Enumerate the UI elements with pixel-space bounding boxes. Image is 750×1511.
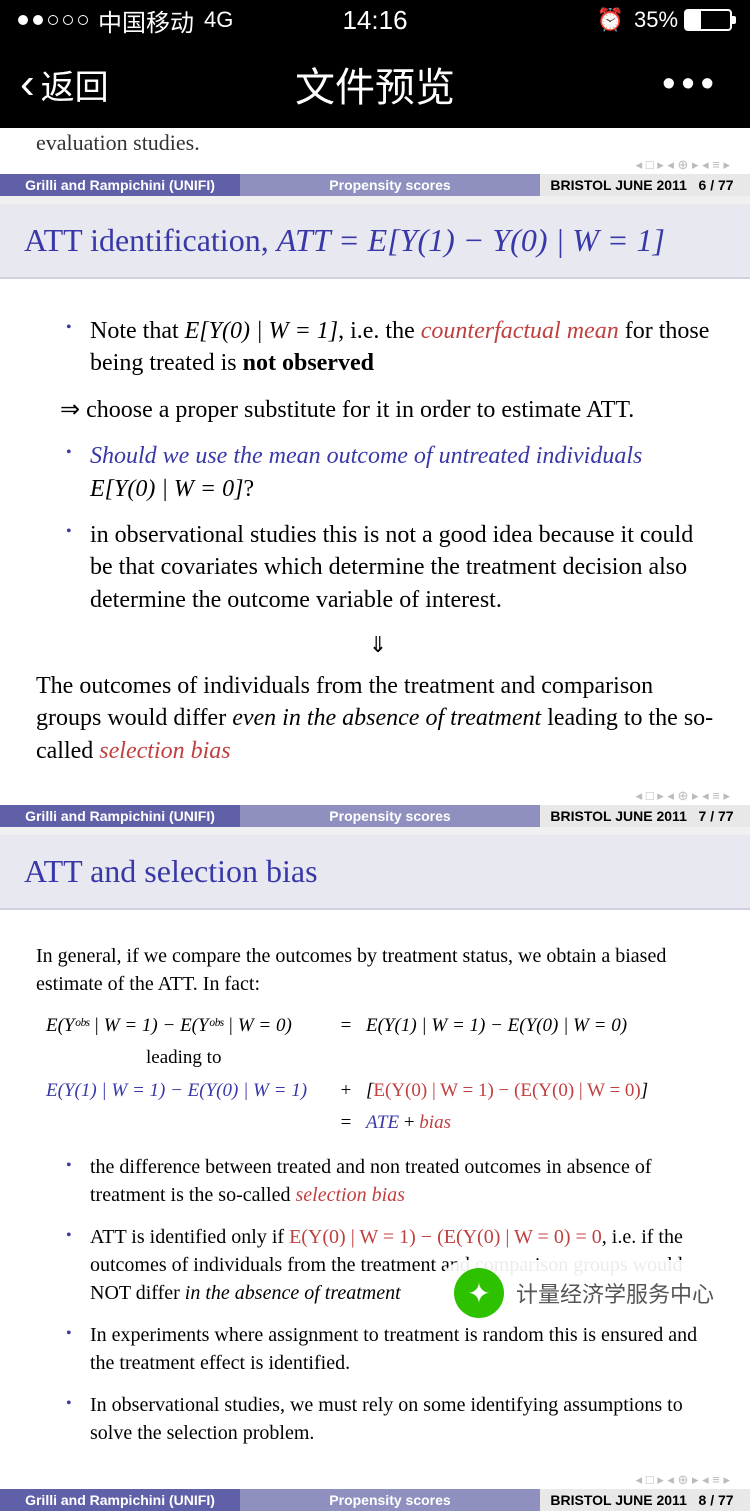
footer-authors: Grilli and Rampichini (UNIFI) bbox=[0, 174, 240, 196]
beamer-nav-icons: ◂ □ ▸ ◂ ⊕ ▸ ◂ ≡ ▸ bbox=[0, 1471, 750, 1489]
footer-title: Propensity scores bbox=[240, 1489, 540, 1511]
bullet-item: In observational studies, we must rely o… bbox=[66, 1391, 720, 1447]
truncated-text: evaluation studies. bbox=[0, 128, 750, 156]
status-time: 14:16 bbox=[342, 5, 407, 36]
slide-header: ATT identification, ATT = E[Y(1) − Y(0) … bbox=[0, 204, 750, 279]
network-label: 4G bbox=[204, 7, 233, 33]
paragraph: The outcomes of individuals from the tre… bbox=[36, 670, 720, 767]
bullet-item: In experiments where assignment to treat… bbox=[66, 1321, 720, 1377]
status-left: 中国移动 4G bbox=[18, 3, 342, 38]
slide-footer: Grilli and Rampichini (UNIFI) Propensity… bbox=[0, 1489, 750, 1511]
wechat-label: 计量经济学服务中心 bbox=[516, 1277, 714, 1309]
more-button[interactable]: ••• bbox=[662, 63, 720, 106]
intro-paragraph: In general, if we compare the outcomes b… bbox=[36, 942, 720, 998]
footer-page: BRISTOL JUNE 2011 6 / 77 bbox=[540, 174, 750, 196]
slide-att-identification: ATT identification, ATT = E[Y(1) − Y(0) … bbox=[0, 204, 750, 827]
wechat-icon: ✦ bbox=[454, 1268, 504, 1318]
footer-title: Propensity scores bbox=[240, 805, 540, 827]
bullet-item: Note that E[Y(0) | W = 1], i.e. the coun… bbox=[66, 315, 720, 380]
down-arrow: ⇓ bbox=[36, 630, 720, 660]
equation-block: E(Yᵒᵇˢ | W = 1) − E(Yᵒᵇˢ | W = 0) = E(Y(… bbox=[36, 1010, 720, 1139]
status-right: ⏰ 35% bbox=[408, 7, 732, 33]
alarm-icon: ⏰ bbox=[597, 7, 624, 33]
slide-body: In general, if we compare the outcomes b… bbox=[0, 910, 750, 1471]
beamer-nav-icons: ◂ □ ▸ ◂ ⊕ ▸ ◂ ≡ ▸ bbox=[0, 787, 750, 805]
footer-authors: Grilli and Rampichini (UNIFI) bbox=[0, 1489, 240, 1511]
slide-title: ATT and selection bias bbox=[24, 853, 726, 890]
status-bar: 中国移动 4G 14:16 ⏰ 35% bbox=[0, 0, 750, 40]
arrow-item: ⇒ choose a proper substitute for it in o… bbox=[36, 394, 720, 426]
battery-pct: 35% bbox=[634, 7, 678, 33]
slide-footer: Grilli and Rampichini (UNIFI) Propensity… bbox=[0, 805, 750, 827]
slide-footer: Grilli and Rampichini (UNIFI) Propensity… bbox=[0, 174, 750, 196]
footer-page: BRISTOL JUNE 2011 7 / 77 bbox=[540, 805, 750, 827]
slide-body: Note that E[Y(0) | W = 1], i.e. the coun… bbox=[0, 279, 750, 787]
chevron-left-icon: ‹ bbox=[20, 59, 35, 109]
footer-title: Propensity scores bbox=[240, 174, 540, 196]
slide-header: ATT and selection bias bbox=[0, 835, 750, 910]
wechat-badge[interactable]: ✦ 计量经济学服务中心 bbox=[438, 1260, 730, 1326]
footer-page: BRISTOL JUNE 2011 8 / 77 bbox=[540, 1489, 750, 1511]
page-title: 文件预览 bbox=[295, 55, 455, 113]
beamer-nav-icons: ◂ □ ▸ ◂ ⊕ ▸ ◂ ≡ ▸ bbox=[0, 156, 750, 174]
battery-indicator: 35% bbox=[634, 7, 732, 33]
back-button[interactable]: ‹ 返回 bbox=[20, 59, 109, 109]
slide-att-selection-bias: ATT and selection bias In general, if we… bbox=[0, 835, 750, 1511]
bullet-item: Should we use the mean outcome of untrea… bbox=[66, 440, 720, 505]
slide-title: ATT identification, ATT = E[Y(1) − Y(0) … bbox=[24, 222, 726, 259]
bullet-item: in observational studies this is not a g… bbox=[66, 519, 720, 616]
slide-prev-fragment: evaluation studies. ◂ □ ▸ ◂ ⊕ ▸ ◂ ≡ ▸ Gr… bbox=[0, 128, 750, 196]
nav-bar: ‹ 返回 文件预览 ••• bbox=[0, 40, 750, 128]
carrier-label: 中国移动 bbox=[98, 3, 194, 38]
signal-dots bbox=[18, 15, 88, 25]
footer-authors: Grilli and Rampichini (UNIFI) bbox=[0, 805, 240, 827]
back-label: 返回 bbox=[41, 60, 109, 109]
bullet-item: the difference between treated and non t… bbox=[66, 1153, 720, 1209]
